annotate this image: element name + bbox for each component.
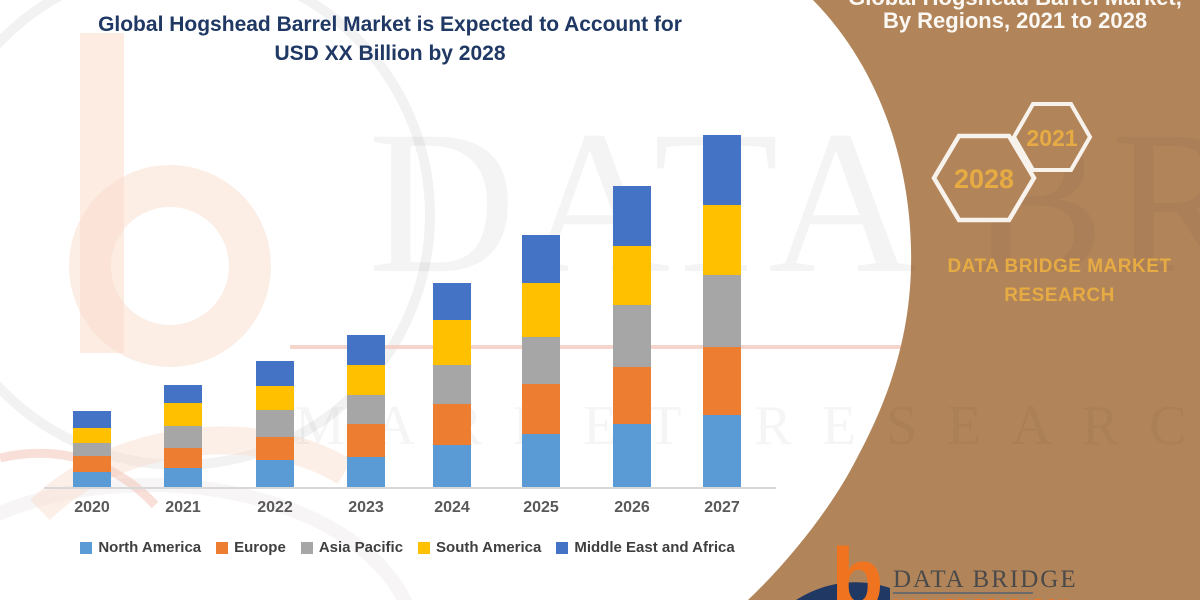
- bar-segment-north-america: [703, 415, 741, 487]
- x-axis-label-2024: 2024: [434, 499, 470, 516]
- legend-item-north-america: North America: [80, 539, 201, 556]
- bar-segment-middle-east-and-africa: [73, 411, 111, 428]
- footer-brand-underline: [893, 592, 1033, 594]
- bar-segment-middle-east-and-africa: [433, 283, 471, 320]
- bar-segment-south-america: [256, 386, 294, 410]
- bar-segment-europe: [433, 404, 471, 445]
- bar-segment-europe: [347, 424, 385, 457]
- watermark-underline: [290, 345, 908, 349]
- bar-segment-asia-pacific: [703, 275, 741, 347]
- bar-2024: [433, 283, 471, 487]
- bar-segment-asia-pacific: [256, 410, 294, 437]
- legend-label-asia-pacific: Asia Pacific: [318, 539, 404, 556]
- bar-segment-asia-pacific: [613, 305, 651, 367]
- hexagon-2028: [931, 133, 1037, 223]
- chart-title-line1: Global Hogshead Barrel Market is Expecte…: [98, 13, 682, 36]
- bar-segment-south-america: [164, 403, 202, 426]
- bar-segment-europe: [703, 347, 741, 415]
- legend: North America Europe Asia Pacific South Ame…: [40, 539, 775, 556]
- bar-segment-asia-pacific: [347, 395, 385, 424]
- bar-2026: [613, 186, 651, 487]
- legend-label-middle-east-and-africa: Middle East and Africa: [574, 539, 735, 556]
- bar-segment-north-america: [256, 460, 294, 487]
- chart-title: Global Hogshead Barrel Market is Expecte…: [70, 10, 710, 69]
- bar-segment-middle-east-and-africa: [347, 335, 385, 365]
- x-axis-label-2022: 2022: [257, 499, 293, 516]
- bar-segment-europe: [613, 367, 651, 424]
- right-panel-subtitle: By Regions, 2021 to 2028: [882, 8, 1148, 33]
- footer-brand-text: DATA BRIDGE: [893, 566, 1078, 593]
- bar-segment-asia-pacific: [73, 443, 111, 456]
- legend-swatch-asia-pacific: [300, 541, 313, 554]
- bar-segment-south-america: [73, 428, 111, 443]
- bar-segment-south-america: [347, 365, 385, 395]
- x-axis-label-2025: 2025: [523, 499, 559, 516]
- bar-segment-south-america: [613, 246, 651, 305]
- bar-segment-europe: [73, 456, 111, 472]
- bar-segment-north-america: [73, 472, 111, 487]
- hexagon-2028-label: 2028: [954, 164, 1014, 194]
- bar-segment-europe: [522, 384, 560, 434]
- brown-panel: [748, 0, 1200, 600]
- bar-segment-europe: [256, 437, 294, 460]
- bar-2021: [164, 385, 202, 487]
- bar-segment-middle-east-and-africa: [522, 235, 560, 283]
- x-axis-line: [44, 487, 776, 489]
- x-axis-label-2026: 2026: [614, 499, 650, 516]
- legend-item-asia-pacific: Asia Pacific: [300, 539, 404, 556]
- bar-segment-middle-east-and-africa: [164, 385, 202, 403]
- brand-text-line1: DATA BRIDGE MARKET: [947, 256, 1172, 277]
- bar-segment-middle-east-and-africa: [703, 135, 741, 205]
- hexagon-2021-label: 2021: [1026, 125, 1077, 151]
- footer-b-icon: b: [831, 531, 884, 600]
- bar-2023: [347, 335, 385, 487]
- chart-title-line2: USD XX Billion by 2028: [274, 42, 506, 66]
- bar-segment-europe: [164, 448, 202, 468]
- legend-label-south-america: South America: [436, 539, 542, 556]
- watermark-arc-icon: [0, 478, 413, 600]
- legend-label-europe: Europe: [234, 539, 286, 556]
- bar-2027: [703, 135, 741, 487]
- x-axis-label-2020: 2020: [74, 499, 110, 516]
- legend-swatch-south-america: [418, 541, 431, 554]
- bar-segment-south-america: [703, 205, 741, 275]
- bar-2025: [522, 235, 560, 487]
- legend-item-south-america: South America: [418, 539, 541, 556]
- hexagon-2021: [1011, 102, 1093, 172]
- watermark-b-bowl-icon: [69, 165, 271, 367]
- right-panel-partial-line: Global Hogshead Barrel Market,: [845, 0, 1185, 11]
- bar-segment-middle-east-and-africa: [256, 361, 294, 386]
- bar-segment-south-america: [522, 283, 560, 337]
- x-axis-label-2027: 2027: [704, 499, 740, 516]
- legend-item-europe: Europe: [216, 539, 286, 556]
- bar-segment-asia-pacific: [433, 365, 471, 404]
- legend-label-north-america: North America: [98, 539, 202, 556]
- legend-swatch-north-america: [80, 541, 93, 554]
- bar-segment-north-america: [613, 424, 651, 487]
- bar-segment-south-america: [433, 320, 471, 365]
- legend-item-middle-east-and-africa: Middle East and Africa: [556, 539, 735, 556]
- brand-text-line2: RESEARCH: [1004, 284, 1115, 306]
- bar-segment-asia-pacific: [164, 426, 202, 448]
- bar-segment-middle-east-and-africa: [613, 186, 651, 246]
- bar-2022: [256, 361, 294, 487]
- brand-text: DATA BRIDGE MARKET RESEARCH: [942, 253, 1177, 310]
- bar-2020: [73, 411, 111, 487]
- bar-segment-north-america: [347, 457, 385, 487]
- x-axis-label-2023: 2023: [348, 499, 384, 516]
- x-axis-label-2021: 2021: [165, 499, 201, 516]
- footer-sub-text: MARKET RESEARCH: [894, 596, 1071, 600]
- bar-segment-north-america: [433, 445, 471, 487]
- bar-segment-asia-pacific: [522, 337, 560, 384]
- footer-swoosh-icon: [796, 582, 890, 600]
- bar-segment-north-america: [164, 468, 202, 487]
- legend-swatch-europe: [216, 541, 229, 554]
- bar-segment-north-america: [522, 434, 560, 487]
- legend-swatch-middle-east-and-africa: [556, 541, 569, 554]
